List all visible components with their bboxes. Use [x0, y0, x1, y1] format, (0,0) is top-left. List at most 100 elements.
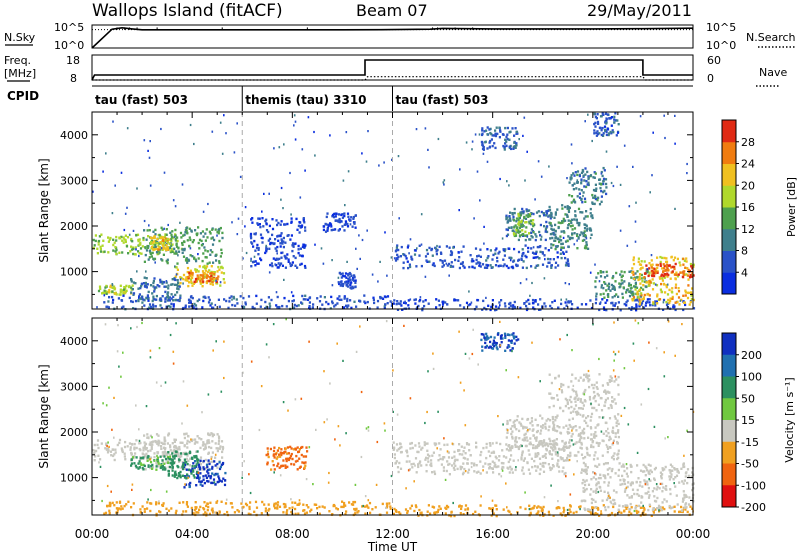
power-patch-13 — [505, 207, 558, 242]
power-patch-21 — [593, 112, 620, 137]
nsearch-label: N.Search — [746, 31, 796, 44]
velocity-patch-4 — [130, 455, 174, 471]
power-ytick-1: 2000 — [60, 220, 88, 233]
velocity-colorbar-bin-3 — [722, 398, 736, 421]
freq-tick-bottom: 8 — [70, 72, 77, 85]
velocity-colorbar-tick-7: -200 — [741, 501, 766, 514]
cpid-label: CPID — [7, 89, 39, 103]
velocity-patch-8 — [392, 441, 570, 476]
beam-title: Beam 07 — [356, 1, 428, 20]
power-patch-8 — [249, 217, 307, 269]
nsky-tick-top: 10^5 — [54, 21, 84, 34]
velocity-patch-3 — [167, 450, 200, 480]
nsky-panel: N.Sky 10^5 10^0 10^5 10^0 N.Search — [4, 21, 796, 52]
velocity-ytick-1: 2000 — [60, 426, 88, 439]
velocity-ylabel: Slant Range [km] — [37, 364, 51, 468]
freq-tick-top: 18 — [66, 54, 80, 67]
velocity-colorbar-bin-1 — [722, 354, 736, 377]
velocity-colorbar-tick-1: 100 — [741, 371, 762, 384]
freq-frame — [91, 54, 694, 81]
velocity-colorbar-bin-7 — [722, 485, 736, 508]
date-title: 29/May/2011 — [587, 1, 692, 20]
power-colorbar-tick-3: 16 — [741, 201, 755, 214]
power-colorbar-tick-6: 28 — [741, 136, 755, 149]
power-patch-4 — [187, 271, 220, 284]
power-ylabel: Slant Range [km] — [37, 158, 51, 262]
time-tick-0: 00:00 — [75, 527, 110, 541]
time-tick-6: 00:00 — [676, 527, 711, 541]
cpid-segment-0: tau (fast) 503 — [95, 93, 188, 107]
power-ytick-3: 4000 — [60, 129, 88, 142]
freq-series-0 — [91, 59, 693, 81]
power-patch-12 — [394, 244, 570, 270]
power-patch-18 — [631, 255, 695, 306]
power-ytick-2: 3000 — [60, 174, 88, 187]
nave-tick-top: 60 — [707, 54, 721, 67]
power-colorbar-bin-1 — [722, 250, 736, 273]
velocity-ytick-0: 1000 — [60, 472, 88, 485]
power-colorbar-tick-2: 12 — [741, 223, 755, 236]
cpid-segment-2: tau (fast) 503 — [396, 93, 489, 107]
freq-label-line2: [MHz] — [4, 67, 36, 80]
power-patch-20 — [480, 126, 519, 151]
nsearch-tick-top: 10^5 — [706, 21, 736, 34]
velocity-patch-10 — [548, 373, 620, 462]
nsky-frame — [91, 24, 694, 49]
velocity-colorbar-tick-6: -100 — [741, 479, 766, 492]
power-patch-16 — [568, 166, 608, 206]
power-patch-19 — [643, 262, 695, 279]
power-colorbar-bin-6 — [722, 141, 736, 164]
velocity-ytick-2: 3000 — [60, 380, 88, 393]
nsky-label: N.Sky — [4, 31, 36, 44]
time-tick-1: 04:00 — [175, 527, 210, 541]
power-patch-15 — [548, 204, 594, 251]
nsearch-tick-bottom: 10^0 — [706, 39, 736, 52]
velocity-panel: 1000 2000 3000 4000 Slant Range [km] 200 100 5… — [37, 317, 796, 554]
velocity-colorbar-tick-4: -15 — [741, 436, 759, 449]
power-colorbar-bin-4 — [722, 185, 736, 208]
velocity-colorbar-bin-0 — [722, 333, 736, 356]
velocity-patch-12 — [480, 332, 520, 352]
power-ytick-0: 1000 — [60, 266, 88, 279]
power-colorbar-tick-5: 24 — [741, 158, 755, 171]
velocity-colorbar-tick-0: 200 — [741, 349, 762, 362]
power-colorbar-tick-1: 8 — [741, 245, 748, 258]
velocity-colorbar-bin-5 — [722, 441, 736, 464]
power-colorbar-label: Power [dB] — [785, 177, 798, 237]
velocity-colorbar-bin-4 — [722, 420, 736, 443]
power-noise — [92, 113, 688, 310]
power-patch-14 — [512, 212, 535, 238]
power-patch-1 — [142, 226, 224, 265]
power-colorbar-bin-5 — [722, 163, 736, 186]
power-colorbar-bin-0 — [722, 272, 736, 295]
time-tick-4: 16:00 — [475, 527, 510, 541]
station-title: Wallops Island (fitACF) — [92, 1, 283, 21]
power-patch-10 — [337, 271, 357, 290]
power-patch-5 — [97, 284, 134, 296]
velocity-colorbar-label: Velocity [m s⁻¹] — [783, 377, 796, 462]
time-axis-label: Time UT — [367, 540, 418, 554]
freq-series-1 — [92, 76, 693, 81]
time-tick-3: 12:00 — [375, 527, 410, 541]
velocity-colorbar-tick-2: 50 — [741, 392, 755, 405]
power-colorbar-tick-0: 4 — [741, 266, 748, 279]
velocity-colorbar-bin-6 — [722, 463, 736, 486]
freq-panel: Freq. [MHz] 18 8 60 0 Nave — [4, 54, 787, 87]
power-colorbar-bin-2 — [722, 228, 736, 251]
velocity-colorbar-tick-5: -50 — [741, 458, 759, 471]
cpid-strip: CPID tau (fast) 503 themis (tau) 3310 tau … — [7, 85, 693, 111]
power-patch-2 — [149, 235, 171, 252]
nave-label: Nave — [759, 66, 787, 79]
power-colorbar-tick-4: 20 — [741, 179, 755, 192]
power-panel: 1000 2000 3000 4000 Slant Range [km] 4 8 12 16 2… — [37, 111, 798, 312]
time-tick-2: 08:00 — [275, 527, 310, 541]
velocity-colorbar-tick-3: 15 — [741, 414, 755, 427]
velocity-noise — [98, 318, 695, 514]
nave-tick-bottom: 0 — [707, 72, 714, 85]
cpid-segment-1: themis (tau) 3310 — [245, 93, 366, 107]
velocity-colorbar-bin-2 — [722, 376, 736, 399]
nsky-tick-bottom: 10^0 — [54, 39, 84, 52]
time-tick-5: 20:00 — [576, 527, 611, 541]
nsky-series-0 — [91, 26, 694, 49]
